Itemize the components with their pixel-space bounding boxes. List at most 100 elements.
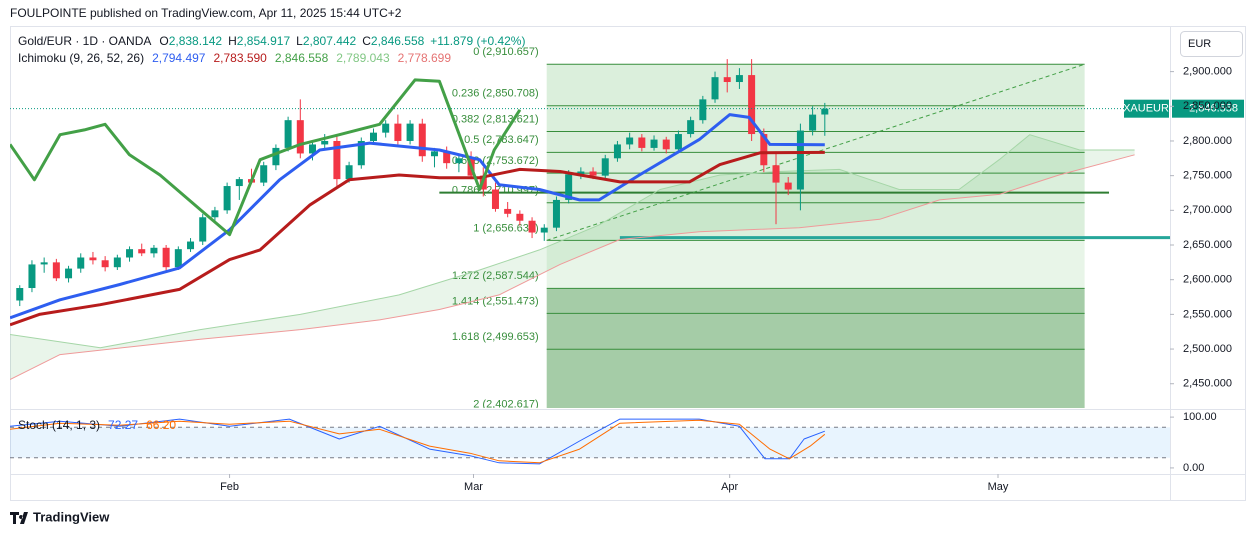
candle-body	[113, 257, 121, 268]
x-tick-label: Feb	[220, 481, 239, 493]
stoch-pane	[10, 418, 1170, 465]
fib-band	[546, 152, 1085, 174]
candle-body	[211, 210, 219, 218]
candle-body	[126, 249, 134, 258]
symbol-tag	[1124, 99, 1169, 118]
fib-label: 1.618 (2,499.653)	[452, 331, 539, 343]
candle-body	[723, 77, 731, 83]
y-tick-label: 2,450.000	[1183, 378, 1232, 390]
candle-body	[162, 247, 170, 268]
candle-body	[150, 247, 158, 254]
y-tick-label: 2,650.000	[1183, 239, 1232, 251]
candle-body	[638, 137, 646, 148]
candle-body	[369, 132, 377, 141]
currency: EUR	[1188, 38, 1211, 50]
candle-body	[418, 123, 426, 157]
legend-text: +11.879 (+0.42%)	[430, 34, 525, 48]
legend-text: 2,854.917	[237, 34, 291, 48]
fib-label: 2 (2,402.617)	[473, 398, 538, 410]
candle-body	[333, 140, 341, 180]
candle-body	[784, 182, 792, 190]
legend-text: 66.20	[146, 418, 176, 432]
legend-text: 72.27	[108, 418, 138, 432]
candle-body	[77, 257, 85, 269]
y-tick-label: 2,850.000	[1183, 100, 1232, 112]
legend-text: 2,846.558	[275, 51, 329, 65]
y-tick-label: 2,500.000	[1183, 343, 1232, 355]
candle-body	[760, 134, 768, 166]
candle-body	[577, 171, 585, 175]
fib-band	[546, 313, 1085, 350]
candle-body	[321, 140, 329, 145]
cloud-fill	[10, 134, 1135, 380]
candle-body	[382, 123, 390, 133]
candle-body	[650, 139, 658, 148]
legend-text: 2,789.043	[336, 51, 390, 65]
fib-band	[546, 349, 1085, 408]
y-tick-label: 2,700.000	[1183, 204, 1232, 216]
candle-body	[589, 171, 597, 176]
y-tick-label: 2,900.000	[1183, 66, 1232, 78]
price-tag	[1172, 99, 1244, 118]
legend-text: Ichimoku (9, 26, 52, 26)	[18, 51, 144, 65]
cloud-span	[10, 154, 1135, 381]
x-tick-label: Mar	[464, 481, 483, 493]
candle-body	[455, 158, 463, 164]
fib-label: 1.272 (2,587.544)	[452, 270, 539, 282]
fib-band	[546, 240, 1085, 289]
candle-body	[394, 123, 402, 141]
candle-body	[565, 174, 573, 200]
y-tick-label: 2,600.000	[1183, 274, 1232, 286]
candle-body	[540, 227, 548, 233]
legend-text: C	[362, 34, 371, 48]
ichimoku-line	[10, 150, 825, 327]
candle-body	[735, 75, 743, 83]
candle-body	[809, 114, 817, 131]
fib-label: 0.236 (2,850.708)	[452, 88, 539, 100]
legend-text: H	[228, 34, 237, 48]
header: FOULPOINTE published on TradingView.com,…	[10, 6, 402, 20]
y-tick-label: 2,550.000	[1183, 308, 1232, 320]
candle-body	[357, 140, 365, 166]
candle-body	[223, 186, 231, 211]
legend-text: L	[296, 34, 303, 48]
x-tick-label: Apr	[721, 481, 738, 493]
candle-body	[699, 99, 707, 121]
candle-body	[138, 249, 146, 254]
fib-label: 1.414 (2,551.473)	[452, 295, 539, 307]
candle-body	[662, 139, 670, 150]
currency-box[interactable]	[1180, 31, 1243, 57]
candle-body	[504, 208, 512, 214]
legend-text: 2,846.558	[371, 34, 425, 48]
candle-body	[601, 158, 609, 176]
legend-text: 2,783.590	[213, 51, 267, 65]
legend-text: Gold/EUR · 1D · OANDA	[18, 34, 151, 48]
brand-logo	[10, 512, 28, 524]
brand: TradingView	[33, 509, 110, 524]
fib-label: 0 (2,910.657)	[473, 46, 538, 58]
stoch-line	[10, 419, 826, 464]
fib-band	[546, 64, 1085, 106]
stoch-line	[10, 418, 825, 465]
candle-body	[406, 123, 414, 141]
candle-body	[101, 260, 109, 268]
fib-band	[546, 202, 1085, 241]
candle-body	[187, 241, 195, 250]
fib-label: 1 (2,656.637)	[473, 222, 538, 234]
candle-body	[272, 147, 280, 166]
candle-body	[345, 165, 353, 180]
legend-text: 2,807.442	[303, 34, 357, 48]
candle-body	[796, 130, 804, 190]
ichimoku-line	[10, 113, 825, 320]
stoch-tick-label: 100.00	[1183, 411, 1217, 423]
frame	[10, 26, 1246, 501]
candle-body	[552, 199, 560, 228]
candle-body	[199, 217, 207, 242]
symbol-label: XAUEUR	[1123, 103, 1169, 115]
fib-band	[546, 288, 1085, 314]
legend-text: 2,794.497	[152, 51, 206, 65]
y-tick-label: 2,800.000	[1183, 135, 1232, 147]
candle-body	[528, 220, 536, 233]
candle-body	[748, 75, 756, 135]
